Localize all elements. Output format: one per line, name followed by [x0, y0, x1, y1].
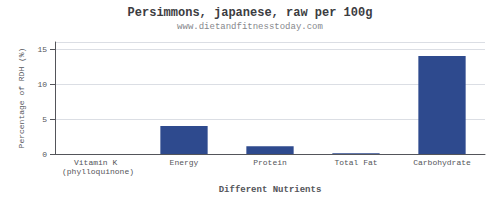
svg-text:www.dietandfitnesstoday.com: www.dietandfitnesstoday.com — [177, 22, 323, 32]
svg-text:10: 10 — [37, 80, 47, 89]
svg-text:Vitamin K: Vitamin K — [74, 158, 122, 167]
svg-text:(phylloquinone): (phylloquinone) — [62, 167, 134, 176]
svg-text:5: 5 — [42, 115, 47, 124]
svg-text:Protein: Protein — [253, 158, 287, 167]
svg-text:Percentage of RDH (%): Percentage of RDH (%) — [17, 48, 26, 149]
svg-text:Carbohydrate: Carbohydrate — [413, 158, 471, 167]
svg-text:Different Nutrients: Different Nutrients — [219, 185, 322, 195]
svg-text:Persimmons, japanese, raw per: Persimmons, japanese, raw per 100g — [128, 6, 373, 20]
svg-text:Total Fat: Total Fat — [334, 158, 377, 167]
svg-text:Energy: Energy — [170, 158, 199, 167]
svg-text:0: 0 — [42, 150, 47, 159]
svg-text:15: 15 — [37, 45, 47, 54]
